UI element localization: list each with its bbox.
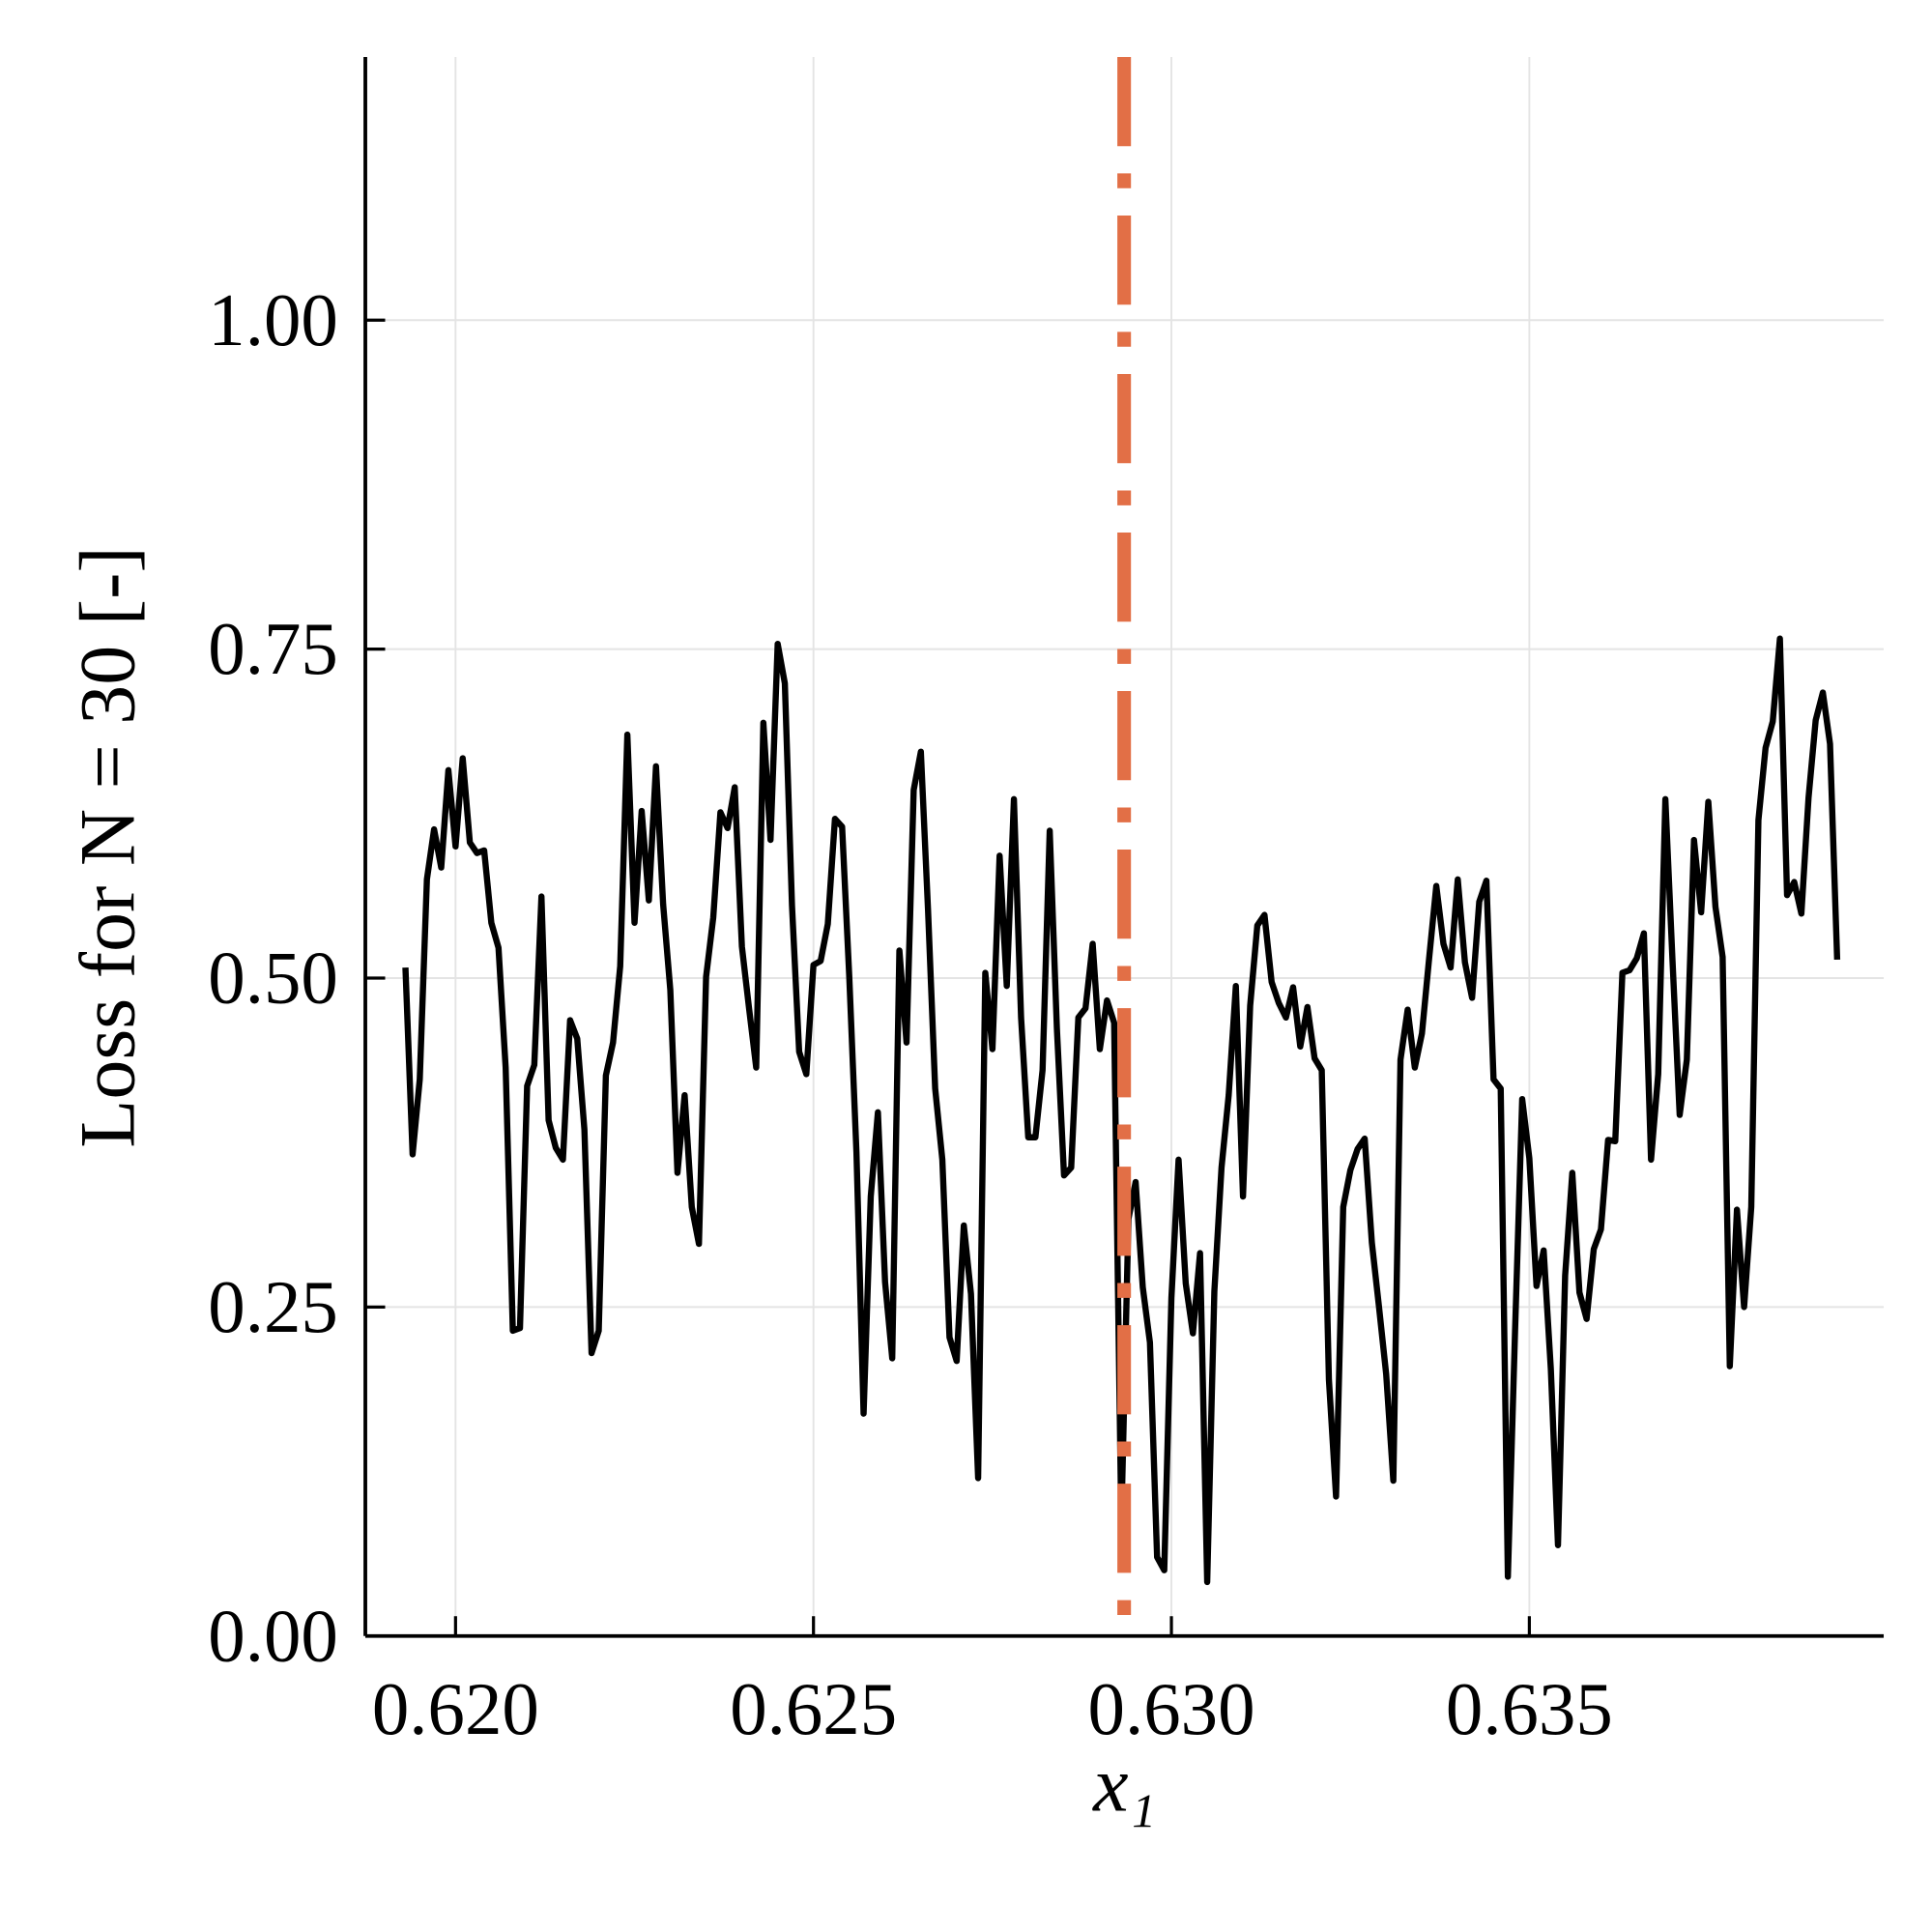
x-tick-label: 0.630 — [1088, 1667, 1255, 1750]
y-tick-label: 0.00 — [208, 1594, 338, 1677]
y-tick-label: 0.75 — [208, 607, 338, 690]
x-tick-label: 0.620 — [372, 1667, 539, 1750]
y-tick-label: 1.00 — [208, 278, 338, 361]
y-axis-label: Loss for N = 30 [-] — [63, 546, 151, 1147]
x-tick-label: 0.635 — [1446, 1667, 1613, 1750]
x-tick-label: 0.625 — [730, 1667, 897, 1750]
y-tick-label: 0.25 — [208, 1265, 338, 1348]
x-axis-label: x₁ — [1092, 1740, 1156, 1828]
y-tick-label: 0.50 — [208, 937, 338, 1020]
